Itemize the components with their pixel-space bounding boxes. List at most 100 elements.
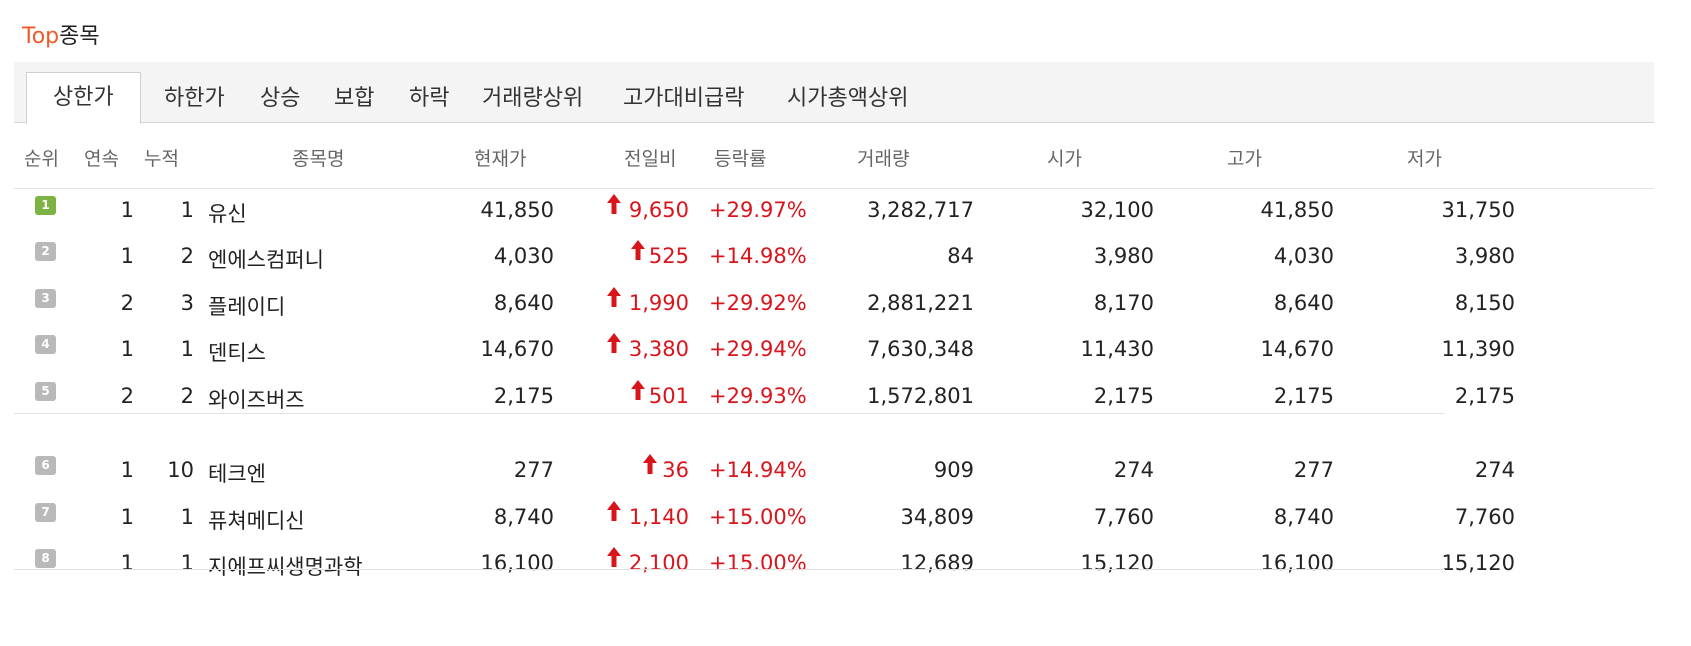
cell-cumulative: 1: [180, 337, 194, 361]
cell-consecutive: 1: [120, 505, 134, 529]
section-title: Top종목: [22, 18, 100, 50]
cell-low: 15,120: [1441, 551, 1515, 575]
cell-open: 2,175: [1093, 384, 1154, 408]
tab-lower-limit[interactable]: 하한가: [164, 86, 225, 111]
cell-open: 8,170: [1093, 291, 1154, 315]
cell-low: 31,750: [1441, 198, 1515, 222]
cell-high: 41,850: [1260, 198, 1334, 222]
cell-open: 274: [1113, 458, 1154, 482]
cell-volume: 34,809: [900, 505, 974, 529]
cell-name[interactable]: 덴티스: [208, 341, 266, 365]
cell-volume: 909: [933, 458, 974, 482]
cell-name[interactable]: 테크엔: [208, 462, 266, 486]
cell-name[interactable]: 플레이디: [208, 295, 286, 319]
cell-name[interactable]: 퓨쳐메디신: [208, 509, 305, 533]
tab-bar: 상한가 하한가 상승 보합 하락 거래량상위 고가대비급락 시가총액상위: [14, 62, 1654, 124]
table-row[interactable]: 5 2 2 와이즈버즈 2,175 501 +29.93% 1,572,801 2,175 2,1…: [14, 374, 1654, 420]
table-row[interactable]: 7 1 1 퓨쳐메디신 8,740 1,140 +15.00% 34,809 7,760 8,74…: [14, 495, 1654, 541]
cell-change: 1,140: [628, 505, 689, 529]
cell-high: 16,100: [1260, 551, 1334, 575]
table-row[interactable]: 6 1 10 테크엔 277 36 +14.94% 909 274 277 274: [14, 448, 1654, 494]
cell-high: 2,175: [1273, 384, 1334, 408]
rank-badge: 6: [35, 456, 56, 475]
cell-volume: 84: [947, 244, 974, 268]
cell-open: 15,120: [1080, 551, 1154, 575]
column-header-high: 고가: [1227, 148, 1262, 170]
cell-consecutive: 2: [120, 384, 134, 408]
tab-volume-top[interactable]: 거래량상위: [482, 86, 584, 111]
table-row[interactable]: 2 1 2 엔에스컴퍼니 4,030 525 +14.98% 84 3,980 4,030 3,98…: [14, 234, 1654, 280]
cell-rate: +29.93%: [709, 384, 807, 408]
cell-volume: 2,881,221: [867, 291, 974, 315]
cell-consecutive: 1: [120, 244, 134, 268]
title-rest: 종목: [59, 24, 100, 49]
cell-cumulative: 2: [180, 244, 194, 268]
cell-consecutive: 1: [120, 337, 134, 361]
column-header-volume: 거래량: [857, 148, 910, 170]
cell-price: 2,175: [493, 384, 554, 408]
cell-volume: 7,630,348: [867, 337, 974, 361]
cell-price: 14,670: [480, 337, 554, 361]
cell-open: 32,100: [1080, 198, 1154, 222]
cell-volume: 12,689: [900, 551, 974, 575]
cell-price: 8,740: [493, 505, 554, 529]
table-row[interactable]: 8 1 1 지에프씨생명과학 16,100 2,100 +15.00% 12,689 15,12…: [14, 541, 1654, 587]
tab-rise[interactable]: 상승: [260, 86, 301, 111]
cell-low: 2,175: [1454, 384, 1515, 408]
cell-change: 2,100: [628, 551, 689, 575]
title-highlight: Top: [22, 24, 60, 49]
cell-name[interactable]: 엔에스컴퍼니: [208, 248, 324, 272]
cell-rate: +15.00%: [709, 551, 807, 575]
cell-consecutive: 1: [120, 551, 134, 575]
cell-cumulative: 1: [180, 551, 194, 575]
cell-name[interactable]: 지에프씨생명과학: [208, 555, 363, 579]
column-header-cumulative: 누적: [144, 148, 179, 170]
cell-open: 11,430: [1080, 337, 1154, 361]
tab-market-cap-top[interactable]: 시가총액상위: [787, 86, 909, 111]
row-group-divider: [14, 413, 1445, 414]
cell-cumulative: 2: [180, 384, 194, 408]
rank-badge: 3: [35, 289, 56, 308]
cell-consecutive: 1: [120, 198, 134, 222]
cell-low: 7,760: [1454, 505, 1515, 529]
cell-rate: +14.94%: [709, 458, 807, 482]
tab-fall[interactable]: 하락: [409, 86, 450, 111]
cell-name[interactable]: 와이즈버즈: [208, 388, 305, 412]
column-header-change: 전일비: [624, 148, 677, 170]
cell-cumulative: 1: [180, 505, 194, 529]
cell-cumulative: 10: [167, 458, 194, 482]
cell-price: 277: [513, 458, 554, 482]
cell-low: 11,390: [1441, 337, 1515, 361]
cell-volume: 1,572,801: [867, 384, 974, 408]
cell-change: 525: [648, 244, 689, 268]
cell-price: 41,850: [480, 198, 554, 222]
table-header: 순위 연속 누적 종목명 현재가 전일비 등락률 거래량 시가 고가 저가: [14, 122, 1654, 189]
cell-low: 8,150: [1454, 291, 1515, 315]
cell-name[interactable]: 유신: [208, 202, 247, 226]
cell-change: 501: [648, 384, 689, 408]
rank-badge: 7: [35, 503, 56, 522]
table-row[interactable]: 3 2 3 플레이디 8,640 1,990 +29.92% 2,881,221 8,170 8,…: [14, 281, 1654, 327]
column-header-open: 시가: [1047, 148, 1082, 170]
cell-price: 4,030: [493, 244, 554, 268]
cell-rate: +29.92%: [709, 291, 807, 315]
column-header-price: 현재가: [474, 148, 527, 170]
rank-badge: 4: [35, 335, 56, 354]
column-header-rate: 등락률: [714, 148, 767, 170]
cell-low: 274: [1474, 458, 1515, 482]
tab-flat[interactable]: 보합: [334, 86, 375, 111]
cell-rate: +29.94%: [709, 337, 807, 361]
column-header-rank: 순위: [24, 148, 59, 170]
column-header-name: 종목명: [292, 148, 345, 170]
cell-cumulative: 1: [180, 198, 194, 222]
cell-high: 14,670: [1260, 337, 1334, 361]
tab-upper-limit[interactable]: 상한가: [26, 72, 141, 124]
tab-high-drop[interactable]: 고가대비급락: [623, 86, 745, 111]
cell-rate: +29.97%: [709, 198, 807, 222]
table-row[interactable]: 4 1 1 덴티스 14,670 3,380 +29.94% 7,630,348 11,430 1…: [14, 327, 1654, 373]
cell-low: 3,980: [1454, 244, 1515, 268]
table-row[interactable]: 1 1 1 유신 41,850 9,650 +29.97% 3,282,717 32,100 41…: [14, 188, 1654, 234]
cell-high: 8,640: [1273, 291, 1334, 315]
cell-change: 1,990: [628, 291, 689, 315]
rank-badge: 1: [35, 196, 56, 215]
